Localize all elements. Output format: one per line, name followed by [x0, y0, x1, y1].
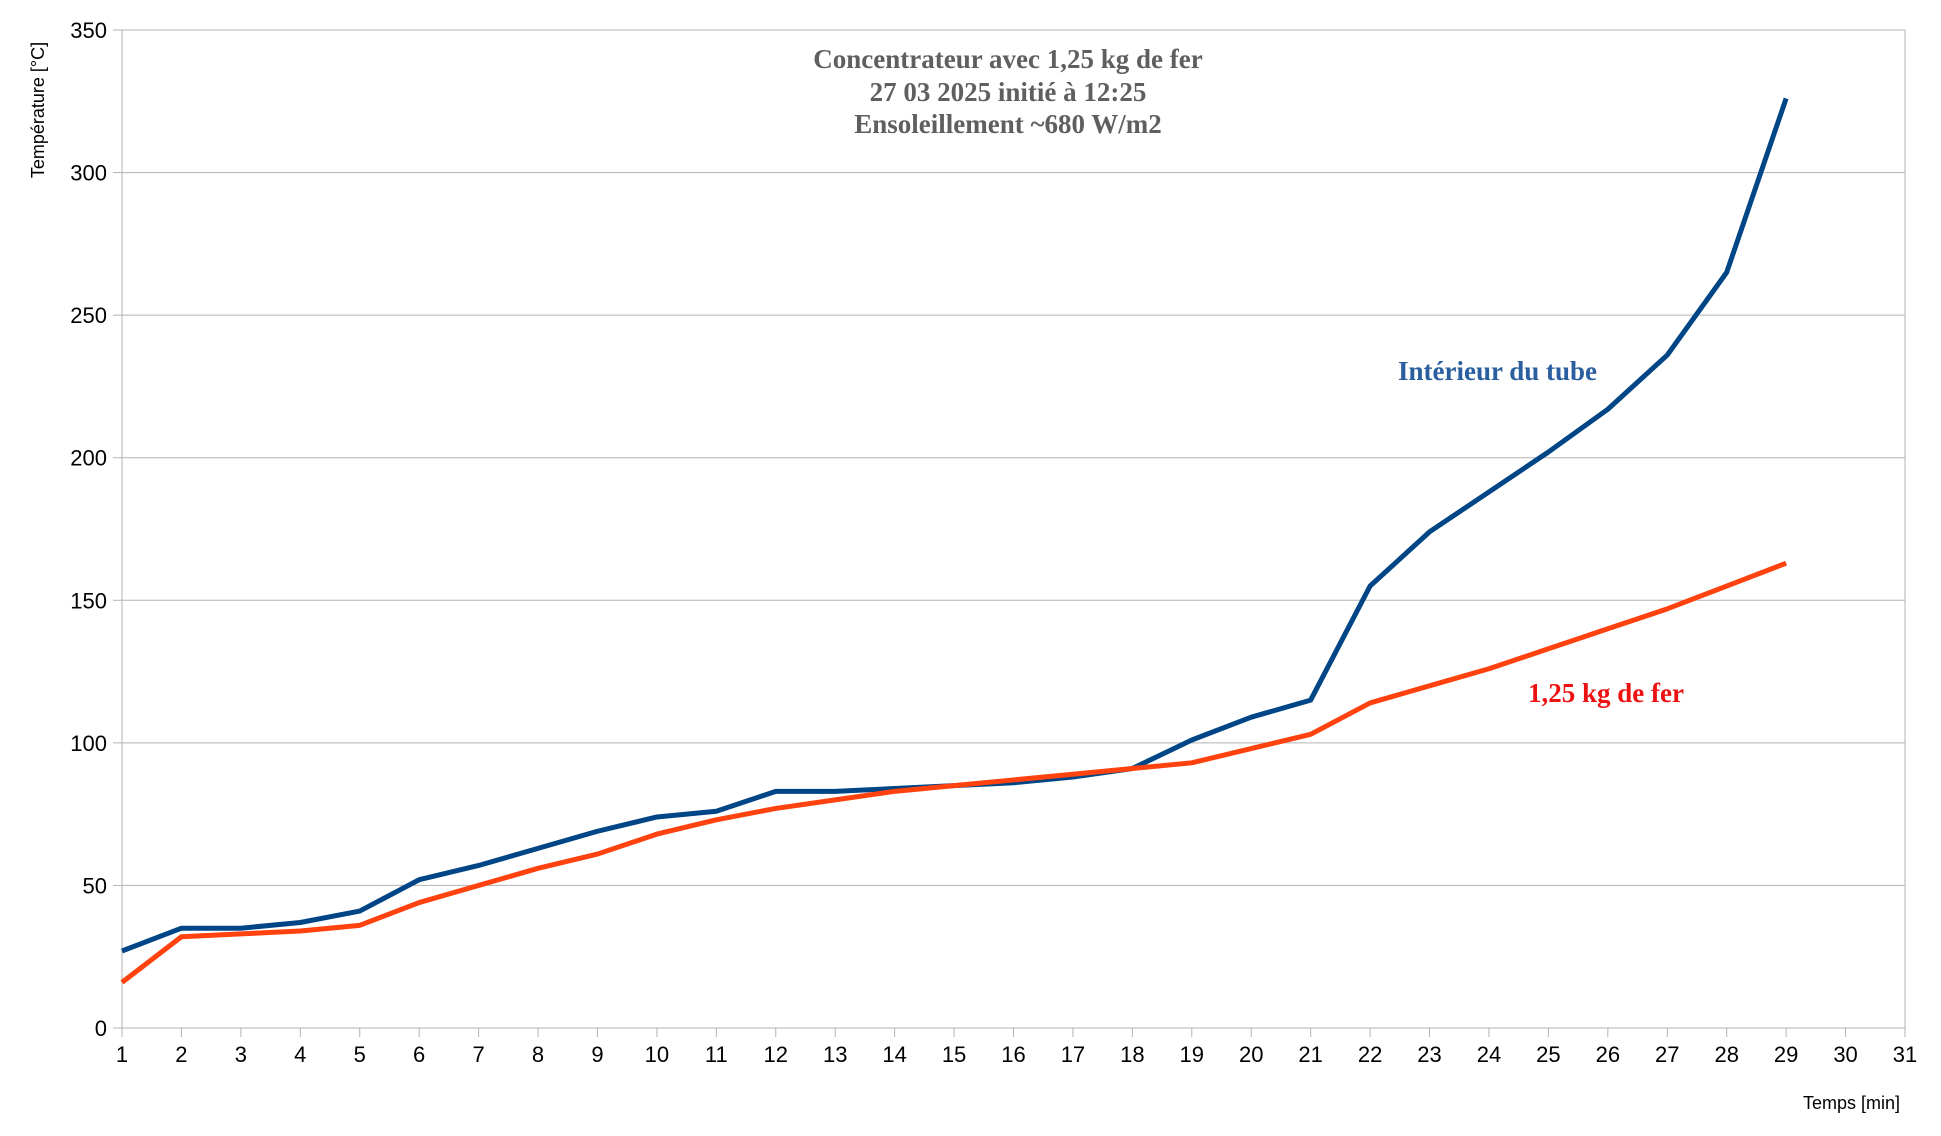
series-label-interieur-du-tube: Intérieur du tube: [1398, 356, 1597, 386]
x-tick-label: 16: [1001, 1042, 1025, 1067]
x-tick-label: 12: [764, 1042, 788, 1067]
y-tick-label: 50: [83, 873, 107, 898]
x-tick-label: 15: [942, 1042, 966, 1067]
y-tick-label: 250: [70, 303, 107, 328]
x-tick-label: 29: [1774, 1042, 1798, 1067]
x-tick-label: 11: [705, 1042, 728, 1067]
y-tick-label: 150: [70, 588, 107, 613]
x-tick-label: 18: [1120, 1042, 1144, 1067]
x-tick-label: 3: [235, 1042, 247, 1067]
chart-title-line-3: Ensoleillement ~680 W/m2: [854, 109, 1162, 139]
x-tick-label: 10: [645, 1042, 669, 1067]
x-axis-title: Temps [min]: [1803, 1093, 1900, 1113]
x-tick-label: 4: [294, 1042, 306, 1067]
series-label-fer: 1,25 kg de fer: [1528, 678, 1684, 708]
y-tick-label: 200: [70, 446, 107, 471]
x-tick-label: 25: [1536, 1042, 1560, 1067]
x-tick-label: 7: [472, 1042, 484, 1067]
x-tick-label: 14: [882, 1042, 906, 1067]
x-tick-label: 6: [413, 1042, 425, 1067]
x-tick-label: 24: [1477, 1042, 1501, 1067]
y-tick-label: 350: [70, 18, 107, 43]
y-tick-label: 100: [70, 731, 107, 756]
y-tick-label: 300: [70, 161, 107, 186]
x-tick-label: 1: [116, 1042, 128, 1067]
x-tick-label: 26: [1596, 1042, 1620, 1067]
x-tick-label: 9: [591, 1042, 603, 1067]
x-tick-label: 31: [1893, 1042, 1917, 1067]
y-tick-label: 0: [95, 1016, 107, 1041]
x-tick-label: 21: [1298, 1042, 1322, 1067]
x-tick-label: 20: [1239, 1042, 1263, 1067]
x-tick-label: 22: [1358, 1042, 1382, 1067]
y-axis-title: Température [°C]: [28, 42, 48, 178]
x-tick-label: 28: [1714, 1042, 1738, 1067]
x-tick-label: 23: [1417, 1042, 1441, 1067]
x-tick-label: 30: [1833, 1042, 1857, 1067]
x-tick-label: 5: [354, 1042, 366, 1067]
plot-area-frame: [121, 29, 1906, 1029]
x-tick-label: 19: [1180, 1042, 1204, 1067]
chart-title-line-1: Concentrateur avec 1,25 kg de fer: [813, 44, 1202, 74]
x-tick-label: 27: [1655, 1042, 1679, 1067]
x-tick-label: 13: [823, 1042, 847, 1067]
series-line-interieur-du-tube: [121, 97, 1789, 954]
x-tick-label: 17: [1061, 1042, 1085, 1067]
x-tick-label: 8: [532, 1042, 544, 1067]
x-tick-label: 2: [175, 1042, 187, 1067]
series-line-fer: [120, 560, 1788, 985]
chart-title-line-2: 27 03 2025 initié à 12:25: [870, 77, 1147, 107]
